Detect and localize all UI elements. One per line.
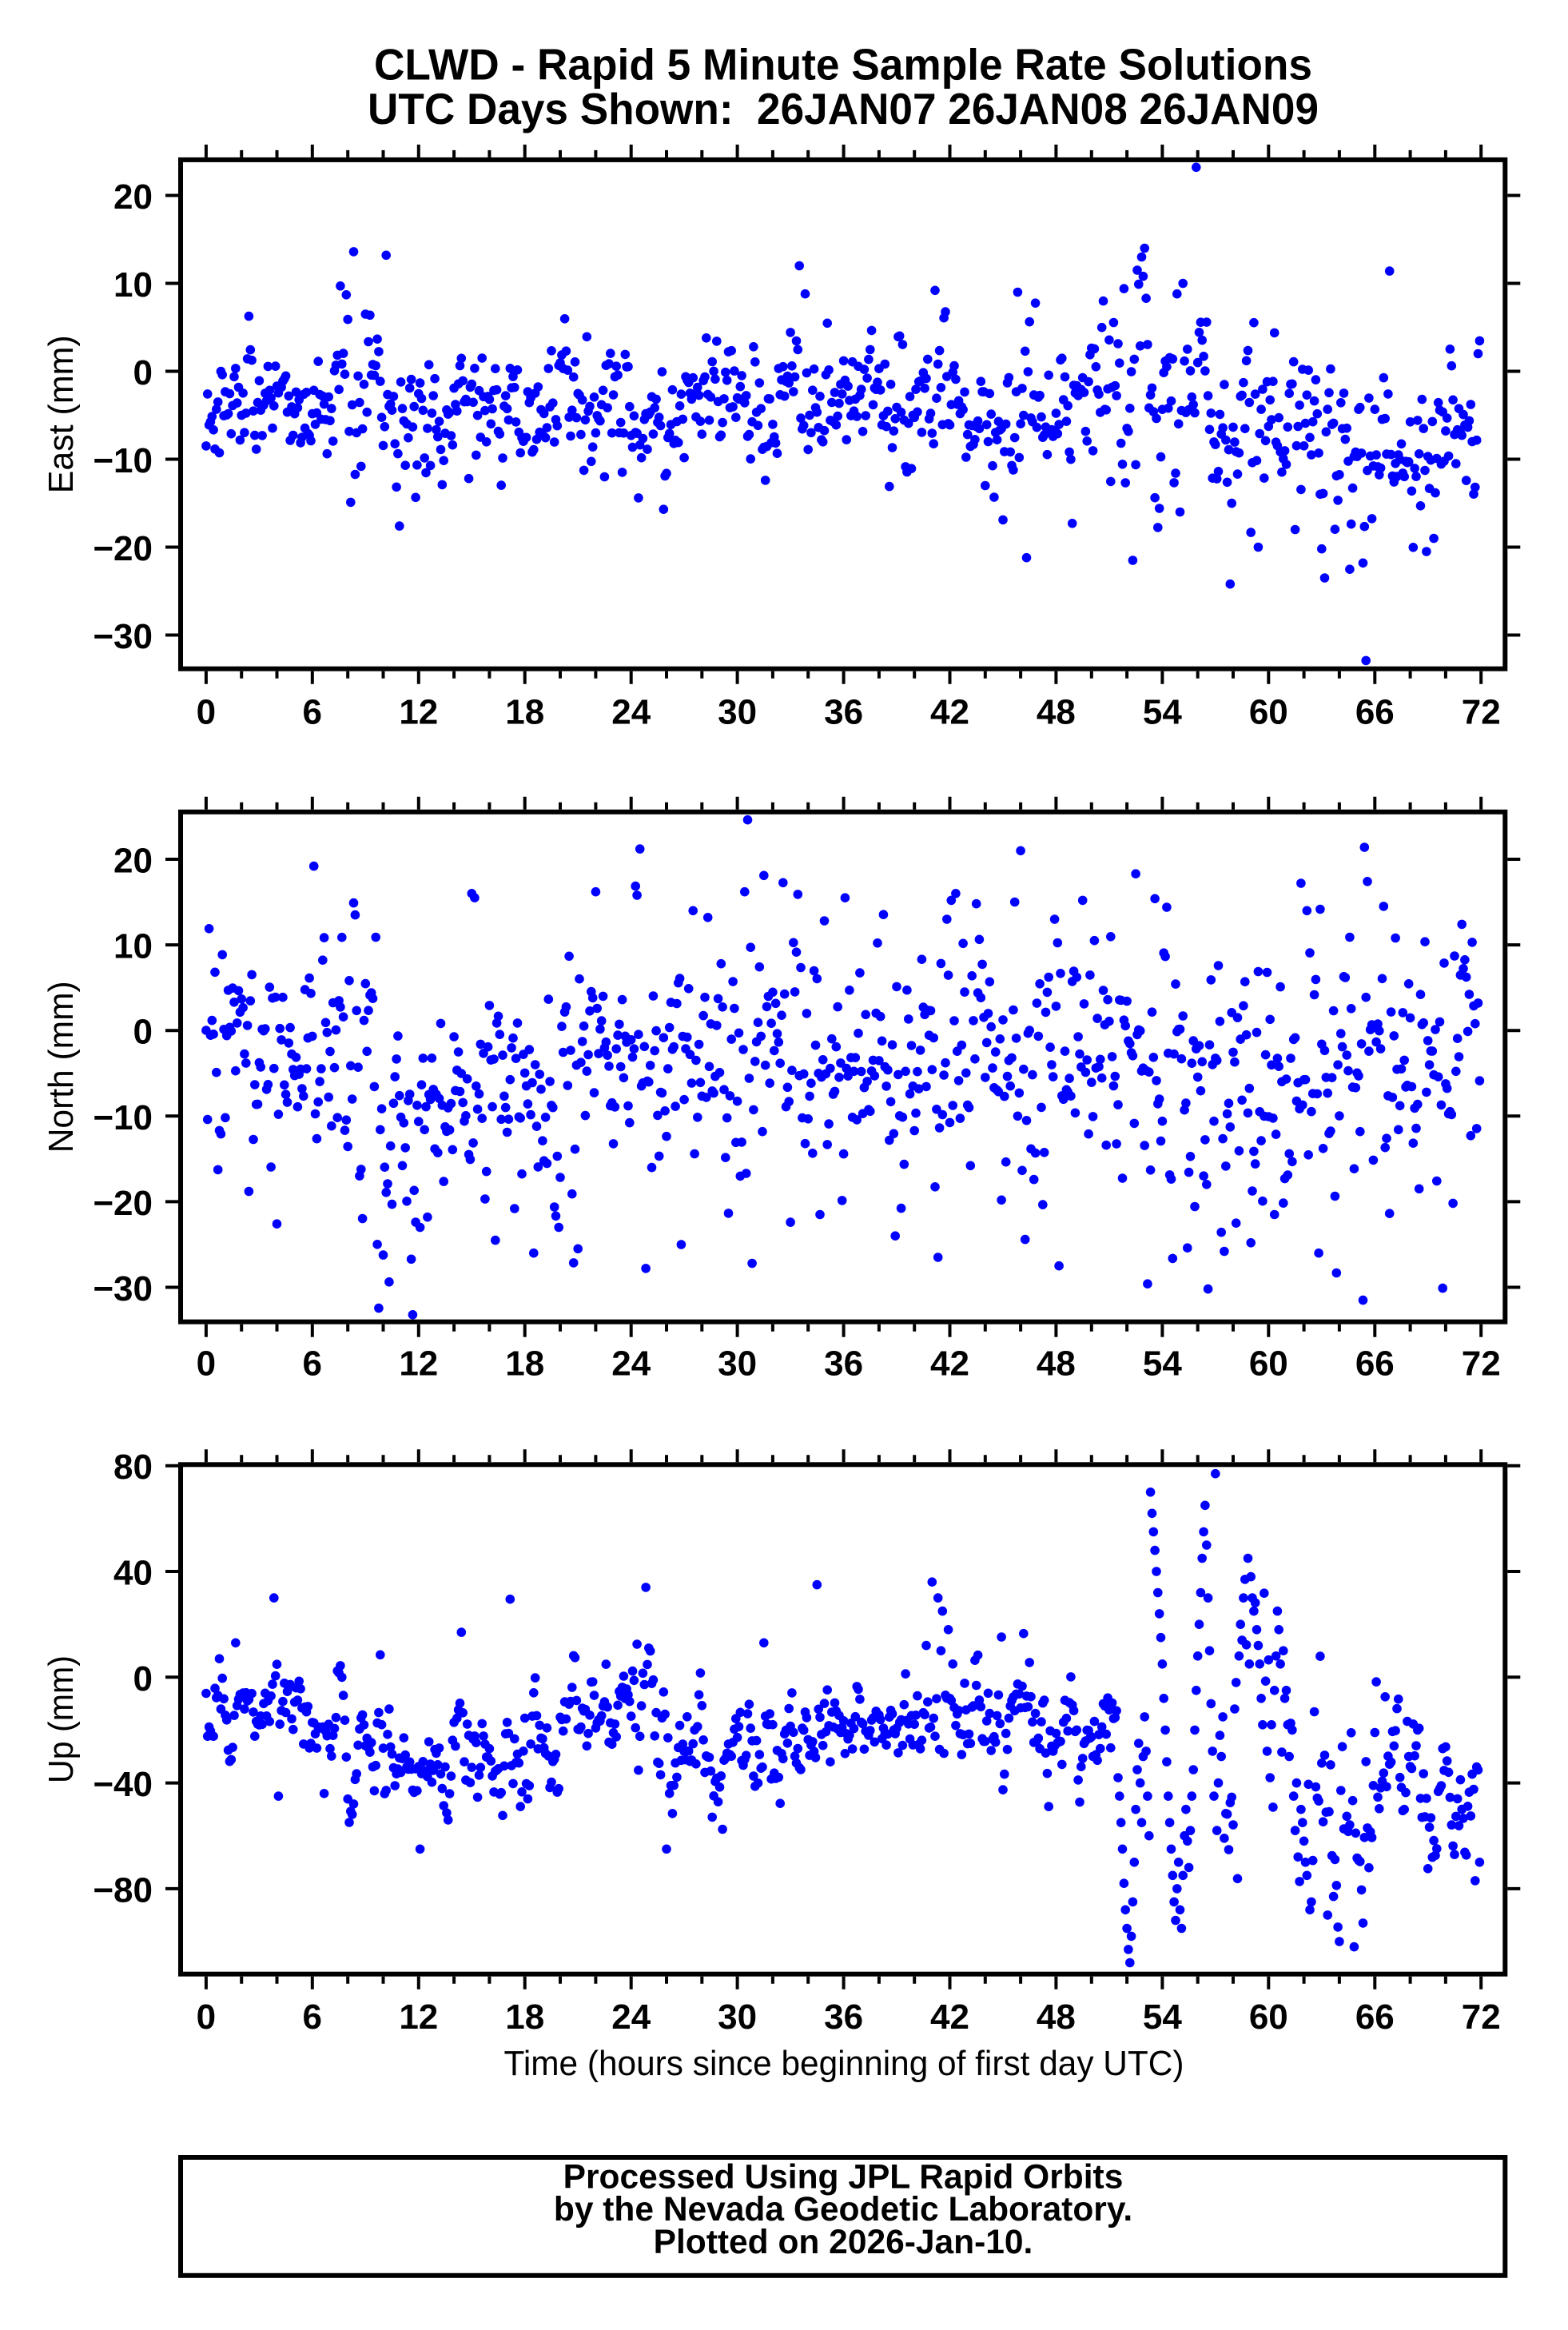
svg-text:−30: −30 [93, 1269, 153, 1308]
svg-text:0: 0 [133, 353, 153, 392]
svg-text:40: 40 [113, 1554, 153, 1593]
svg-text:36: 36 [824, 1997, 863, 2037]
svg-text:66: 66 [1355, 692, 1395, 731]
svg-text:60: 60 [1249, 692, 1288, 731]
svg-text:−10: −10 [93, 441, 153, 480]
svg-text:72: 72 [1462, 1997, 1501, 2037]
svg-text:6: 6 [303, 692, 322, 731]
svg-text:East (mm): East (mm) [42, 335, 81, 493]
svg-text:42: 42 [930, 1997, 969, 2037]
svg-text:48: 48 [1037, 1997, 1076, 2037]
svg-text:24: 24 [611, 1344, 651, 1384]
svg-text:20: 20 [113, 842, 153, 881]
svg-text:18: 18 [505, 692, 544, 731]
svg-text:48: 48 [1037, 692, 1076, 731]
svg-text:UTC Days Shown: 26JAN07 26JAN: UTC Days Shown: 26JAN07 26JAN08 26JAN09 [368, 84, 1319, 133]
svg-text:6: 6 [303, 1997, 322, 2037]
svg-text:30: 30 [718, 1997, 757, 2037]
svg-text:−30: −30 [93, 617, 153, 656]
svg-text:10: 10 [113, 265, 153, 305]
svg-text:60: 60 [1249, 1997, 1288, 2037]
svg-text:30: 30 [718, 692, 757, 731]
svg-text:42: 42 [930, 692, 969, 731]
svg-text:by the Nevada Geodetic Laborat: by the Nevada Geodetic Laboratory. [554, 2191, 1132, 2228]
svg-text:18: 18 [505, 1344, 544, 1384]
svg-text:54: 54 [1143, 1344, 1182, 1384]
svg-text:12: 12 [399, 1344, 438, 1384]
svg-text:−20: −20 [93, 1184, 153, 1223]
svg-text:−10: −10 [93, 1098, 153, 1137]
svg-text:36: 36 [824, 1344, 863, 1384]
svg-text:−40: −40 [93, 1765, 153, 1804]
svg-text:0: 0 [197, 1997, 216, 2037]
svg-text:60: 60 [1249, 1344, 1288, 1384]
svg-text:48: 48 [1037, 1344, 1076, 1384]
svg-text:−20: −20 [93, 529, 153, 568]
svg-text:20: 20 [113, 177, 153, 217]
svg-text:CLWD - Rapid 5 Minute Sample R: CLWD - Rapid 5 Minute Sample Rate Soluti… [374, 40, 1312, 90]
svg-text:12: 12 [399, 692, 438, 731]
svg-text:Up (mm): Up (mm) [42, 1655, 81, 1783]
svg-text:24: 24 [611, 692, 651, 731]
svg-text:6: 6 [303, 1344, 322, 1384]
svg-text:36: 36 [824, 692, 863, 731]
svg-text:0: 0 [133, 1013, 153, 1052]
svg-text:42: 42 [930, 1344, 969, 1384]
svg-text:10: 10 [113, 927, 153, 966]
svg-text:30: 30 [718, 1344, 757, 1384]
svg-text:24: 24 [611, 1997, 651, 2037]
svg-text:Time (hours since beginning of: Time (hours since beginning of first day… [504, 2044, 1184, 2083]
svg-text:54: 54 [1143, 692, 1182, 731]
svg-text:Plotted on 2026-Jan-10.: Plotted on 2026-Jan-10. [654, 2224, 1033, 2261]
svg-text:54: 54 [1143, 1997, 1182, 2037]
svg-text:66: 66 [1355, 1344, 1395, 1384]
svg-text:North (mm): North (mm) [42, 981, 81, 1153]
svg-text:0: 0 [133, 1659, 153, 1699]
svg-text:72: 72 [1462, 692, 1501, 731]
svg-text:Processed Using JPL Rapid Orbi: Processed Using JPL Rapid Orbits [563, 2159, 1124, 2197]
svg-text:80: 80 [113, 1448, 153, 1487]
svg-text:72: 72 [1462, 1344, 1501, 1384]
svg-text:0: 0 [197, 692, 216, 731]
svg-text:0: 0 [197, 1344, 216, 1384]
svg-text:18: 18 [505, 1997, 544, 2037]
svg-text:−80: −80 [93, 1870, 153, 1910]
svg-text:66: 66 [1355, 1997, 1395, 2037]
svg-text:12: 12 [399, 1997, 438, 2037]
